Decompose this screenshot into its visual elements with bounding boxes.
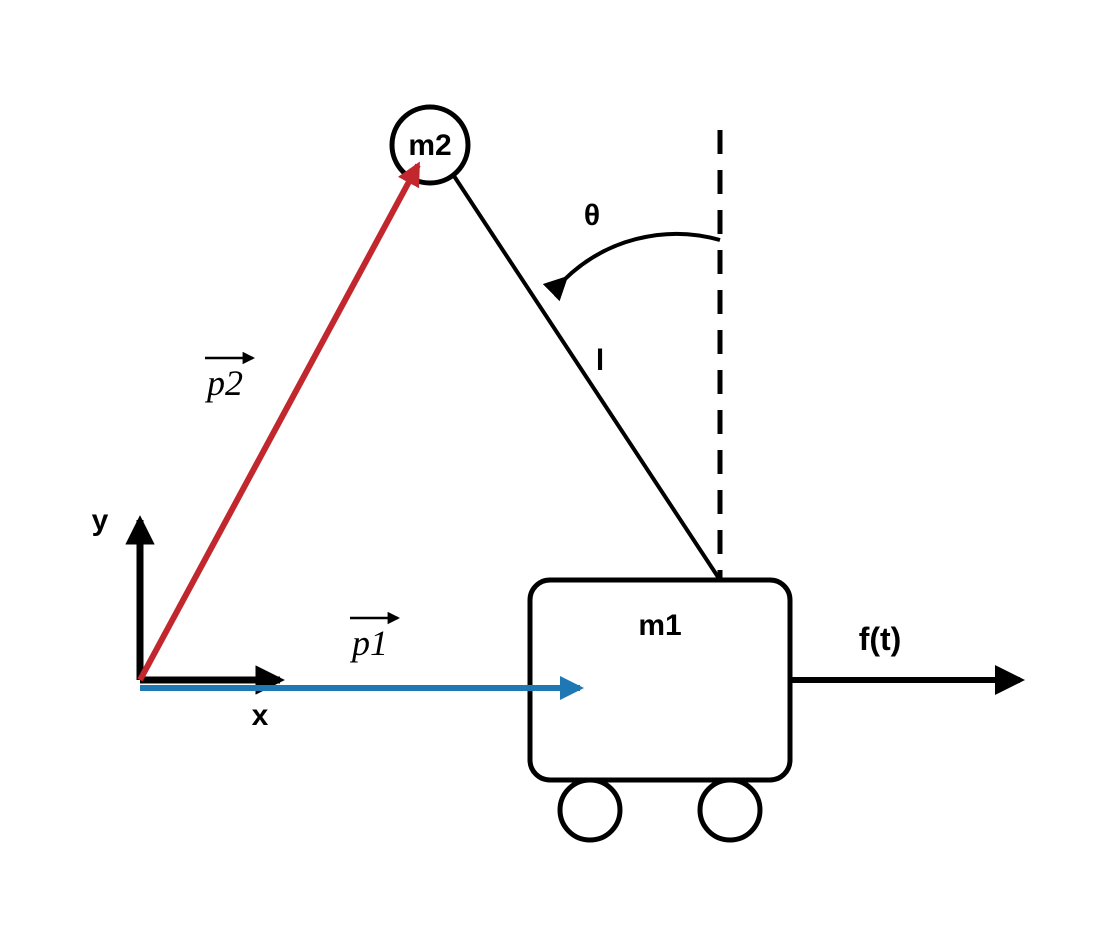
label-m1: m1 bbox=[638, 609, 681, 642]
svg-text:p2: p2 bbox=[204, 363, 243, 403]
label-force: f(t) bbox=[859, 621, 902, 657]
label-x-axis: x bbox=[252, 699, 269, 732]
label-y-axis: y bbox=[92, 504, 109, 537]
cart-wheel-left bbox=[560, 780, 620, 840]
vector-p2 bbox=[140, 165, 418, 680]
pendulum-rod bbox=[454, 176, 720, 580]
svg-text:p1: p1 bbox=[349, 623, 388, 663]
label-p1: p1 bbox=[349, 618, 398, 663]
label-p2: p2 bbox=[204, 358, 253, 403]
cart-wheel-right bbox=[700, 780, 760, 840]
inverted-pendulum-diagram: m2 m1 θ l y x f(t) p1 p2 bbox=[0, 0, 1108, 938]
angle-arc bbox=[564, 234, 720, 280]
label-m2: m2 bbox=[408, 129, 451, 162]
label-p2-text: p2 bbox=[204, 363, 243, 403]
label-p1-text: p1 bbox=[349, 623, 388, 663]
label-rod-length: l bbox=[596, 344, 604, 377]
label-theta: θ bbox=[584, 199, 600, 232]
